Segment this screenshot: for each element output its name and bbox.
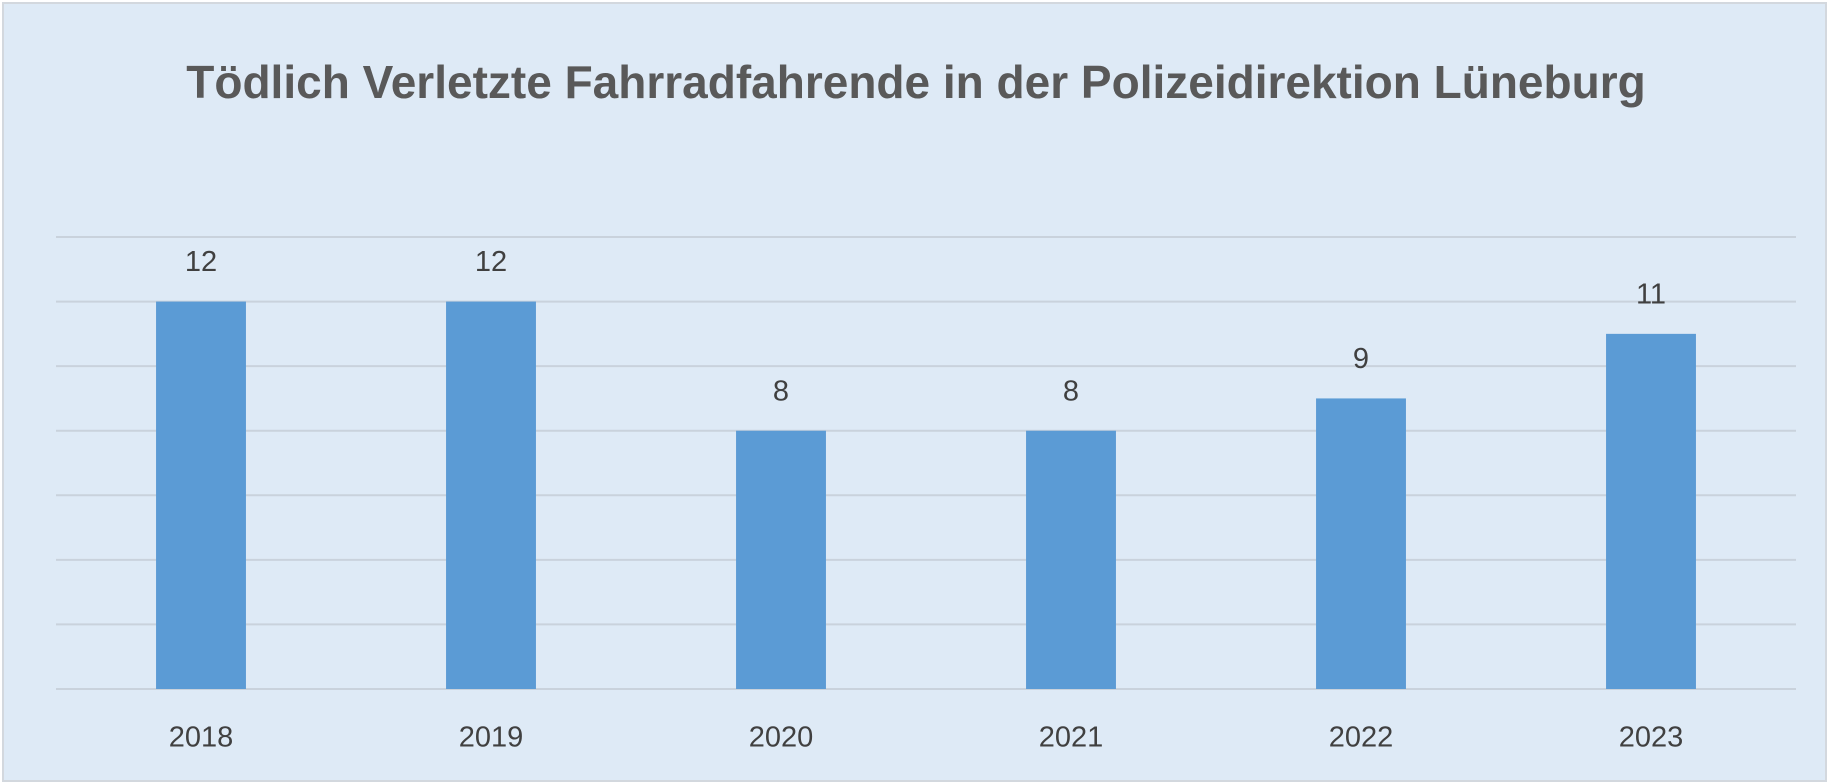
bar (156, 301, 246, 689)
x-tick-label: 2018 (169, 722, 234, 754)
x-tick-label: 2023 (1619, 722, 1684, 754)
bar (1026, 430, 1116, 689)
bar (1606, 333, 1696, 689)
data-label: 8 (1063, 375, 1079, 407)
data-label: 11 (1636, 279, 1666, 311)
bar (446, 301, 536, 689)
bar (1316, 398, 1406, 689)
x-tick-label: 2021 (1039, 722, 1104, 754)
data-label: 8 (773, 375, 789, 407)
bar (736, 430, 826, 689)
data-label: 12 (475, 246, 507, 278)
data-label: 12 (185, 246, 217, 278)
data-label: 9 (1353, 343, 1369, 375)
x-tick-label: 2022 (1329, 722, 1394, 754)
x-tick-label: 2019 (459, 722, 524, 754)
chart-title: Tödlich Verletzte Fahrradfahrende in der… (186, 56, 1646, 108)
x-tick-label: 2020 (749, 722, 814, 754)
